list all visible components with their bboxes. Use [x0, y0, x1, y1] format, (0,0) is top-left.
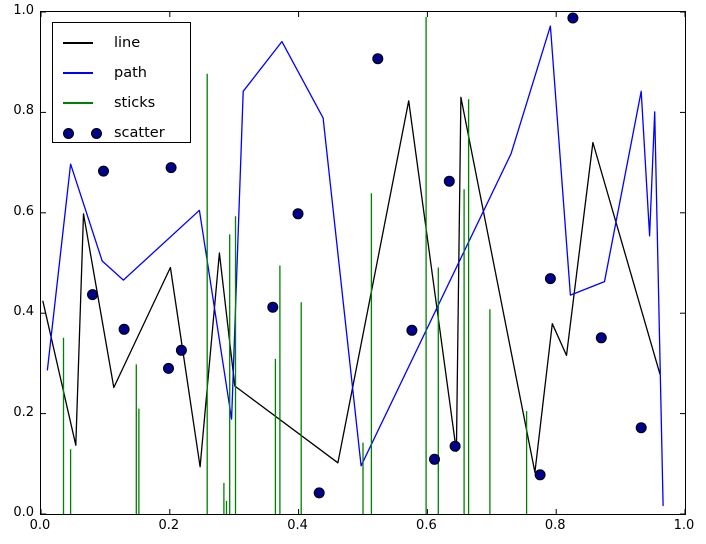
scatter-point [595, 332, 607, 344]
chart-canvas [41, 12, 685, 514]
y-tick-label: 0.2 [13, 404, 34, 420]
legend-path-sample-icon [63, 66, 104, 80]
y-tick-label: 0.8 [13, 103, 34, 119]
scatter-point [165, 162, 177, 174]
legend-entry-sticks: sticks [53, 88, 190, 118]
y-tick-label: 1.0 [13, 3, 34, 18]
legend-label-line: line [114, 35, 141, 51]
x-tick-label: 0.2 [158, 518, 180, 533]
scatter-point [292, 208, 304, 220]
scatter-point [372, 53, 384, 65]
legend-entry-line: line [53, 28, 190, 58]
legend-entry-path: path [53, 58, 190, 88]
scatter-point [313, 487, 325, 499]
legend-entry-scatter: scatter [53, 118, 190, 148]
x-tick-label: 0.0 [29, 518, 51, 533]
legend-scatter-sample-icon [63, 126, 104, 140]
line-series-line [42, 96, 661, 473]
scatter-point [87, 289, 98, 301]
scatter-point [98, 165, 109, 177]
scatter-point [267, 301, 279, 313]
scatter-point [429, 453, 440, 465]
scatter-point [449, 440, 461, 452]
plot-area: line path sticks scatter [40, 11, 686, 515]
legend-line-sample-icon [63, 36, 104, 50]
legend-sticks-sample-icon [63, 96, 104, 110]
x-tick-label: 1.0 [673, 518, 695, 533]
scatter-point [443, 175, 455, 187]
legend-label-path: path [114, 65, 147, 81]
y-tick-label: 0.6 [13, 203, 34, 219]
x-tick-label: 0.8 [544, 518, 566, 533]
scatter-point [118, 323, 130, 335]
scatter-point [406, 324, 418, 336]
legend-label-scatter: scatter [114, 125, 165, 141]
y-tick-label: 0.4 [13, 304, 34, 320]
scatter-point [544, 273, 556, 285]
scatter-point [567, 12, 579, 24]
legend-label-sticks: sticks [114, 95, 156, 111]
scatter-point [534, 469, 546, 481]
scatter-point [163, 362, 174, 374]
x-tick-label: 0.4 [287, 518, 308, 533]
y-tick-label: 0.0 [13, 505, 34, 520]
legend: line path sticks scatter [52, 22, 191, 143]
x-tick-label: 0.6 [416, 518, 437, 533]
scatter-point [635, 422, 647, 434]
path-series-line [46, 25, 664, 507]
scatter-point [175, 344, 187, 356]
